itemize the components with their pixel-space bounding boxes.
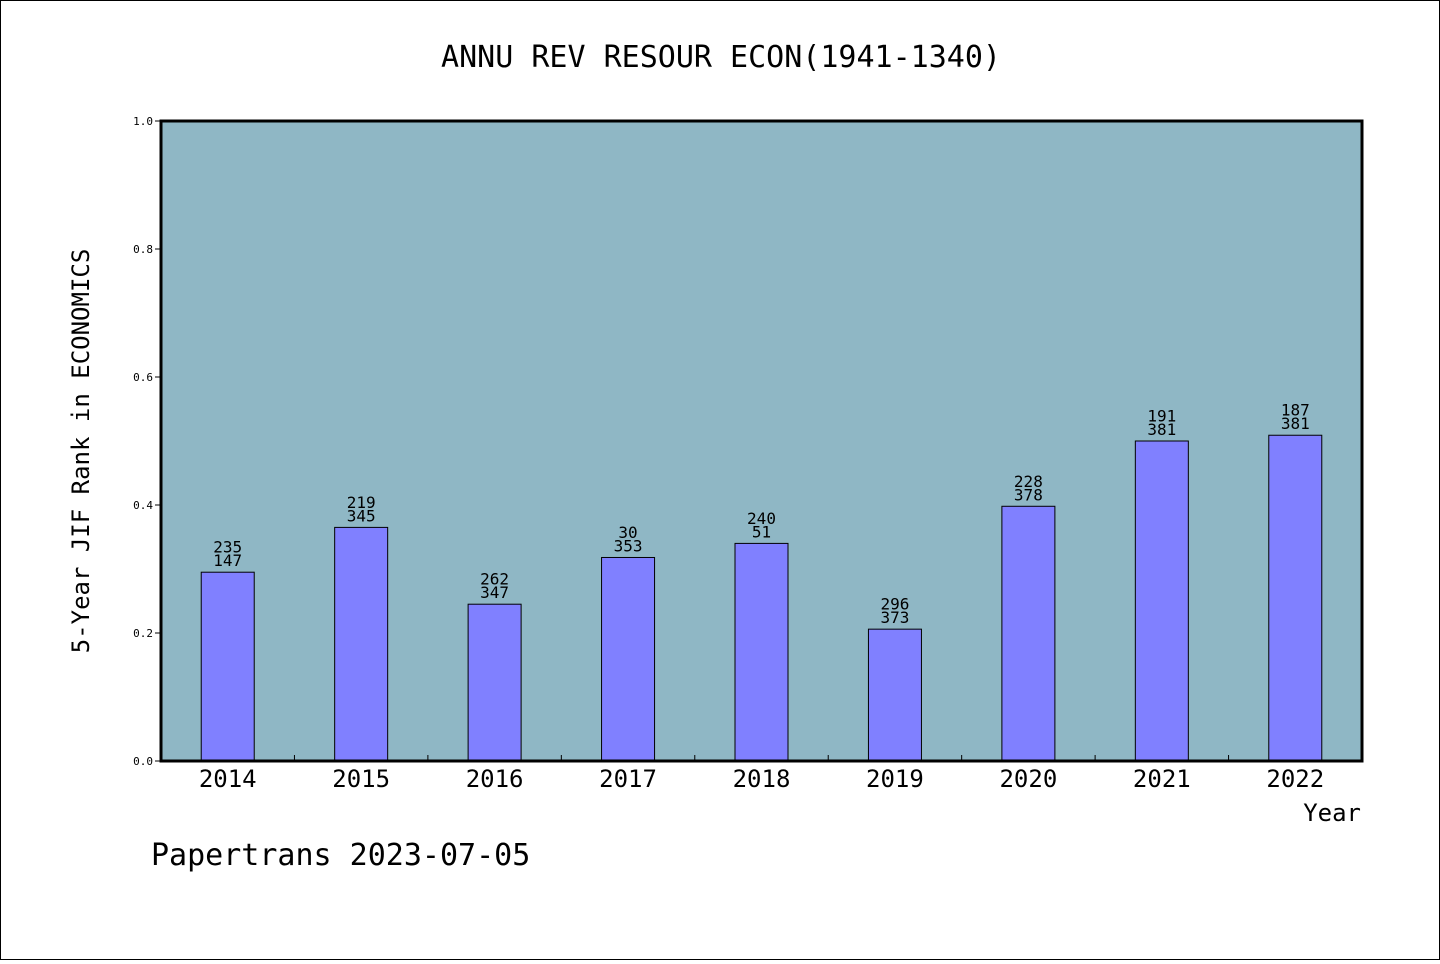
bar-series: [200, 434, 1323, 762]
y-axis-label: 5-Year JIF Rank in ECONOMICS: [67, 249, 95, 654]
x-tick-label: 2017: [599, 765, 657, 793]
bar: [1134, 440, 1189, 762]
bar-data-label: 373: [880, 608, 909, 627]
y-tick-label: 1.0: [133, 115, 153, 128]
bar: [200, 571, 255, 762]
bar: [1268, 434, 1323, 762]
x-tick-label: 2021: [1133, 765, 1191, 793]
y-axis: 0.0 0.2 0.4 0.6 0.8 1.0: [133, 115, 161, 768]
y-tick-label: 0.8: [133, 243, 153, 256]
bar-data-label: 381: [1147, 420, 1176, 439]
y-tick-label: 0.6: [133, 371, 153, 384]
bar-data-label: 240: [747, 509, 776, 528]
bar-data-label: 345: [347, 506, 376, 525]
bar-data-label: 347: [480, 583, 509, 602]
bar: [334, 526, 389, 762]
x-tick-label: 2020: [999, 765, 1057, 793]
x-tick-label: 2018: [733, 765, 791, 793]
x-tick-label: 2016: [466, 765, 524, 793]
y-tick-label: 0.0: [133, 755, 153, 768]
bar-data-label: 187: [1281, 401, 1310, 420]
y-tick-label: 0.4: [133, 499, 153, 512]
bar-data-label: 381: [1281, 414, 1310, 433]
bar-data-label: 147: [213, 551, 242, 570]
bar-data-label: 235: [213, 538, 242, 557]
bar: [467, 603, 522, 762]
bar-data-label: 378: [1014, 485, 1043, 504]
bar: [1001, 505, 1056, 762]
footer-credit: Papertrans 2023-07-05: [151, 838, 530, 873]
bar-data-label: 296: [880, 595, 909, 614]
bar-data-label: 51: [752, 522, 771, 541]
x-tick-label: 2014: [199, 765, 257, 793]
bar-data-label: 353: [614, 536, 643, 555]
bar-data-label: 262: [480, 570, 509, 589]
chart-title: ANNU REV RESOUR ECON(1941-1340): [441, 40, 1001, 75]
y-tick-label: 0.2: [133, 627, 153, 640]
x-tick-label: 2019: [866, 765, 924, 793]
x-tick-label: 2015: [332, 765, 390, 793]
bar-data-label: 191: [1147, 407, 1176, 426]
bar: [867, 628, 922, 762]
plot-border: [159, 119, 1364, 763]
bar: [601, 556, 656, 762]
bar-data-label: 228: [1014, 472, 1043, 491]
x-tick-label: 2022: [1266, 765, 1324, 793]
bar: [734, 542, 789, 762]
x-axis-label: Year: [1303, 799, 1361, 827]
bar-data-label: 219: [347, 493, 376, 512]
bar-data-label: 30: [618, 523, 637, 542]
x-axis: 2014 2015 2016 2017 2018 2019 2020 2021 2022: [199, 755, 1324, 793]
